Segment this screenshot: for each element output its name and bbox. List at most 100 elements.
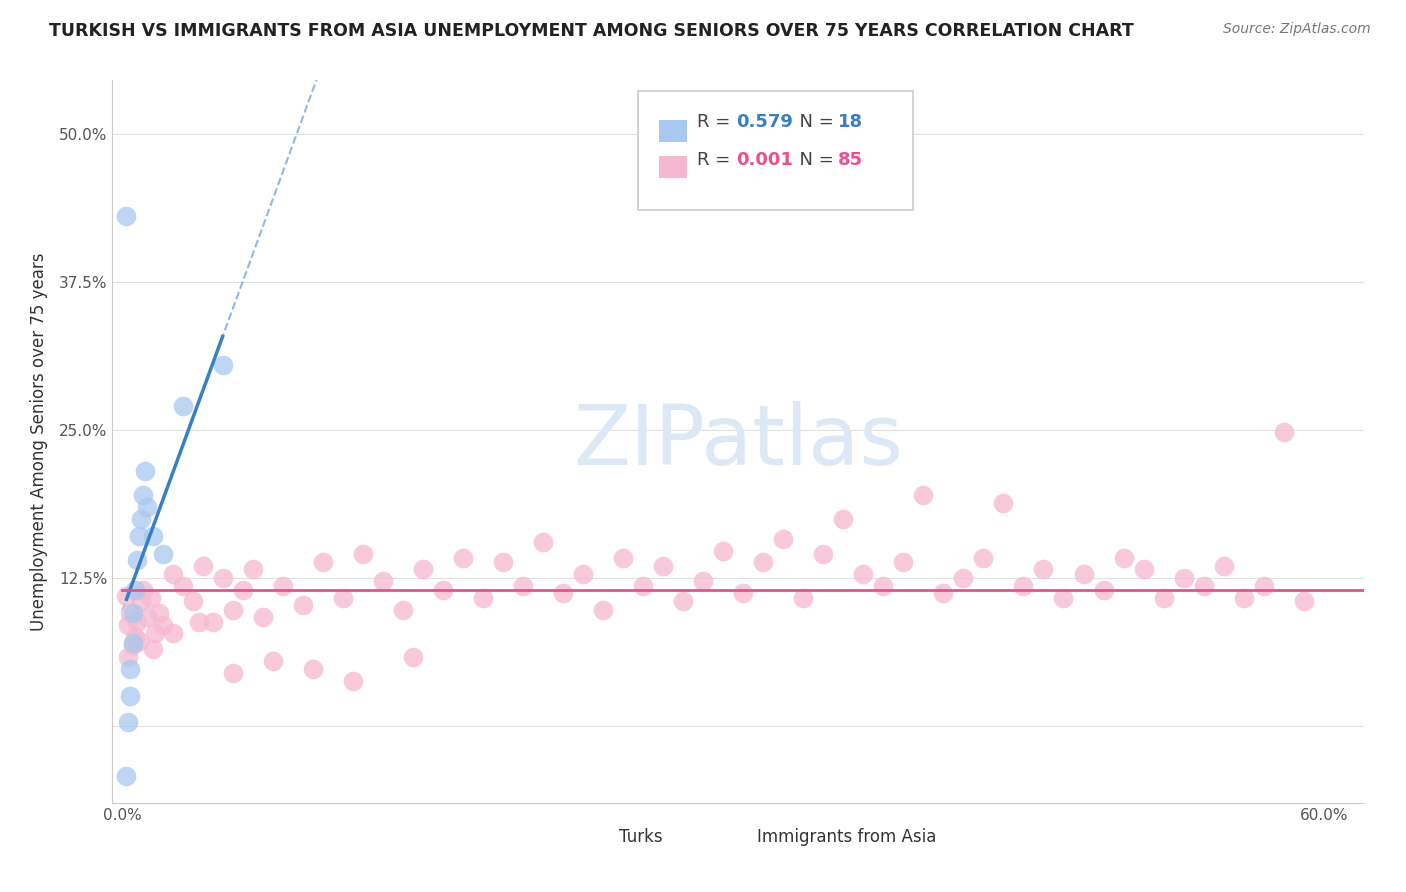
Point bbox=[124, 630, 146, 644]
Point bbox=[371, 574, 394, 589]
Point bbox=[891, 555, 914, 569]
Point bbox=[121, 607, 143, 621]
Text: 85: 85 bbox=[838, 151, 863, 169]
Point bbox=[291, 598, 314, 612]
Point bbox=[492, 555, 515, 569]
Text: Source: ZipAtlas.com: Source: ZipAtlas.com bbox=[1223, 22, 1371, 37]
Point bbox=[672, 594, 695, 608]
Point bbox=[141, 641, 163, 656]
Point bbox=[121, 638, 143, 652]
Point bbox=[592, 603, 614, 617]
Point bbox=[221, 665, 243, 680]
Text: TURKISH VS IMMIGRANTS FROM ASIA UNEMPLOYMENT AMONG SENIORS OVER 75 YEARS CORRELA: TURKISH VS IMMIGRANTS FROM ASIA UNEMPLOY… bbox=[49, 22, 1135, 40]
Text: N =: N = bbox=[789, 151, 839, 169]
Point bbox=[391, 603, 413, 617]
Point bbox=[551, 586, 574, 600]
Point bbox=[128, 529, 150, 543]
Point bbox=[211, 571, 233, 585]
Text: N =: N = bbox=[789, 113, 839, 131]
Point bbox=[172, 579, 194, 593]
Point bbox=[872, 579, 894, 593]
Point bbox=[512, 579, 534, 593]
Point bbox=[832, 511, 855, 525]
Point bbox=[271, 579, 294, 593]
Point bbox=[152, 547, 174, 561]
Point bbox=[117, 650, 139, 665]
Point bbox=[993, 496, 1015, 510]
Point bbox=[1253, 579, 1275, 593]
Point bbox=[451, 550, 474, 565]
Point bbox=[129, 511, 152, 525]
Point bbox=[129, 594, 152, 608]
Point bbox=[115, 768, 138, 782]
Point bbox=[1192, 579, 1215, 593]
Point bbox=[1032, 562, 1054, 576]
Point bbox=[115, 210, 138, 224]
FancyBboxPatch shape bbox=[582, 830, 609, 847]
Point bbox=[211, 358, 233, 372]
Point bbox=[852, 567, 875, 582]
Point bbox=[117, 618, 139, 632]
Text: Turks: Turks bbox=[619, 828, 662, 846]
Point bbox=[711, 543, 734, 558]
Point bbox=[1012, 579, 1035, 593]
Point bbox=[352, 547, 374, 561]
Point bbox=[432, 582, 454, 597]
Point bbox=[242, 562, 264, 576]
Point bbox=[531, 535, 554, 549]
Point bbox=[772, 532, 794, 546]
Point bbox=[733, 586, 755, 600]
Point bbox=[135, 500, 157, 514]
FancyBboxPatch shape bbox=[659, 156, 688, 178]
Point bbox=[120, 662, 142, 676]
Point bbox=[124, 582, 146, 597]
Point bbox=[612, 550, 634, 565]
Point bbox=[752, 555, 775, 569]
Text: 18: 18 bbox=[838, 113, 863, 131]
Point bbox=[572, 567, 595, 582]
Point bbox=[932, 586, 955, 600]
Point bbox=[1233, 591, 1256, 605]
Point bbox=[652, 558, 675, 573]
Point bbox=[332, 591, 354, 605]
Point bbox=[187, 615, 209, 629]
Point bbox=[152, 618, 174, 632]
Point bbox=[201, 615, 224, 629]
Point bbox=[312, 555, 335, 569]
Point bbox=[125, 553, 148, 567]
Point bbox=[139, 591, 162, 605]
Point bbox=[143, 626, 166, 640]
Point bbox=[1112, 550, 1135, 565]
Text: Immigrants from Asia: Immigrants from Asia bbox=[756, 828, 936, 846]
Point bbox=[1153, 591, 1175, 605]
Point bbox=[692, 574, 714, 589]
Point bbox=[115, 589, 138, 603]
Point bbox=[232, 582, 254, 597]
Point bbox=[912, 488, 935, 502]
Point bbox=[125, 615, 148, 629]
Point bbox=[221, 603, 243, 617]
Text: R =: R = bbox=[697, 151, 735, 169]
Point bbox=[402, 650, 425, 665]
Point bbox=[134, 464, 156, 478]
Text: 0.001: 0.001 bbox=[735, 151, 793, 169]
Point bbox=[792, 591, 814, 605]
Point bbox=[1212, 558, 1234, 573]
Point bbox=[1272, 425, 1295, 439]
Point bbox=[148, 607, 170, 621]
Point bbox=[1173, 571, 1195, 585]
Point bbox=[181, 594, 204, 608]
Text: R =: R = bbox=[697, 113, 735, 131]
Point bbox=[135, 610, 157, 624]
Point bbox=[471, 591, 494, 605]
Point bbox=[120, 607, 142, 621]
Point bbox=[162, 567, 184, 582]
Point bbox=[412, 562, 434, 576]
Text: 0.579: 0.579 bbox=[735, 113, 793, 131]
Point bbox=[141, 529, 163, 543]
Point bbox=[813, 547, 835, 561]
Point bbox=[631, 579, 654, 593]
Point bbox=[1292, 594, 1315, 608]
Point bbox=[252, 610, 274, 624]
Point bbox=[1052, 591, 1074, 605]
